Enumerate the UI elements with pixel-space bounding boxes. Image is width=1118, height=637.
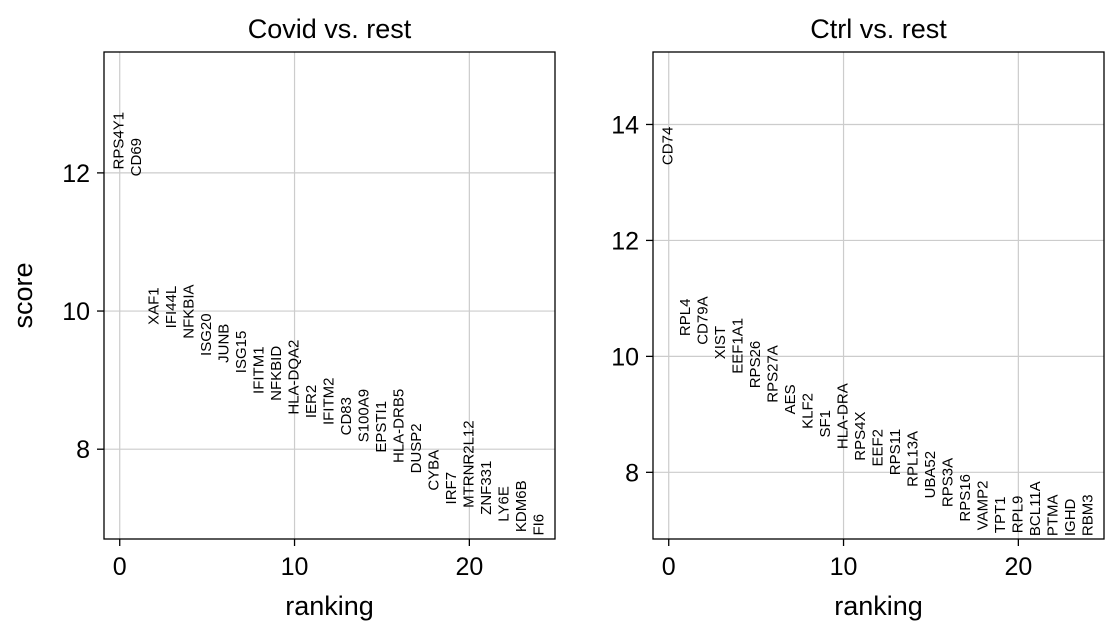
x-axis-label: ranking bbox=[834, 591, 923, 621]
y-axis-label: score bbox=[8, 262, 38, 328]
gene-label: RPS3A bbox=[939, 458, 956, 507]
gene-label: IFITM1 bbox=[251, 346, 268, 394]
gene-label: CD83 bbox=[338, 397, 355, 435]
gene-label: FI6 bbox=[530, 514, 547, 536]
x-tick-label: 0 bbox=[662, 553, 676, 581]
gene-label: RPS26 bbox=[747, 341, 764, 389]
gene-label: HLA-DRB5 bbox=[390, 389, 407, 463]
gene-label: PTMA bbox=[1044, 494, 1061, 536]
gene-label: NFKBID bbox=[268, 346, 285, 401]
gene-label: HLA-DRA bbox=[835, 383, 852, 449]
gene-label: EEF1A1 bbox=[730, 318, 747, 374]
panel-title: Covid vs. rest bbox=[248, 14, 412, 44]
x-tick-label: 10 bbox=[830, 553, 858, 581]
y-tick-label: 8 bbox=[76, 436, 90, 464]
gene-label: CD79A bbox=[695, 296, 712, 344]
gene-label: RPL13A bbox=[904, 431, 921, 487]
gene-label: RPS16 bbox=[957, 474, 974, 522]
gene-label: CD69 bbox=[128, 138, 145, 176]
y-tick-label: 12 bbox=[611, 227, 639, 255]
gene-label: CYBA bbox=[425, 450, 442, 491]
x-tick-label: 20 bbox=[455, 553, 483, 581]
gene-label: RPS4X bbox=[852, 412, 869, 461]
panel-title: Ctrl vs. rest bbox=[810, 14, 947, 44]
panel-covid-vs-rest: Covid vs. rest ranking score RPS4Y1 CD69 X… bbox=[8, 14, 556, 621]
gene-label: TPT1 bbox=[992, 497, 1009, 534]
gene-label: ISG15 bbox=[233, 331, 250, 374]
gene-label: XIST bbox=[712, 326, 729, 359]
gene-label: NFKBIA bbox=[181, 284, 198, 338]
y-tick-label: 10 bbox=[611, 343, 639, 371]
gene-labels: CD74 RPL4 CD79A XIST EEF1A1 RPS26 RPS27A AES KLF… bbox=[660, 127, 1097, 536]
y-tick-label: 14 bbox=[611, 111, 639, 139]
grid bbox=[653, 52, 1104, 539]
gene-label: IFITM2 bbox=[321, 378, 338, 426]
gene-label: XAF1 bbox=[146, 287, 163, 325]
gene-label: LY6E bbox=[495, 486, 512, 522]
y-tick-label: 12 bbox=[62, 160, 90, 188]
gene-label: IFI44L bbox=[163, 286, 180, 329]
gene-label: EEF2 bbox=[870, 429, 887, 467]
gene-label: JUNB bbox=[216, 324, 233, 363]
x-tick-label: 20 bbox=[1004, 553, 1032, 581]
gene-label: VAMP2 bbox=[974, 481, 991, 531]
y-tick-label: 10 bbox=[62, 298, 90, 326]
x-axis-label: ranking bbox=[285, 591, 374, 621]
gene-label: CD74 bbox=[660, 127, 677, 165]
plot-frame bbox=[652, 51, 1105, 540]
gene-label: AES bbox=[782, 384, 799, 414]
gene-label: EPSTI1 bbox=[373, 401, 390, 453]
gene-label: UBA52 bbox=[922, 451, 939, 499]
gene-label: RPL4 bbox=[677, 299, 694, 337]
gene-label: KDM6B bbox=[513, 480, 530, 532]
x-tick-label: 10 bbox=[281, 553, 309, 581]
gene-label: ZNF331 bbox=[478, 461, 495, 515]
axis-ticks: 0 10 20 8 10 12 bbox=[62, 160, 483, 581]
gene-label: S100A9 bbox=[355, 389, 372, 442]
gene-label: RBM3 bbox=[1079, 494, 1096, 536]
plot-frame bbox=[103, 51, 556, 540]
gene-label: SF1 bbox=[817, 410, 834, 438]
gene-label: RPS4Y1 bbox=[111, 112, 128, 170]
gene-label: IER2 bbox=[303, 385, 320, 418]
gene-label: RPS27A bbox=[765, 345, 782, 403]
gene-label: DUSP2 bbox=[408, 423, 425, 473]
gene-label: IRF7 bbox=[443, 472, 460, 505]
x-tick-label: 0 bbox=[113, 553, 127, 581]
gene-label: BCL11A bbox=[1027, 481, 1044, 536]
y-tick-label: 8 bbox=[625, 459, 639, 487]
gene-label: IGHD bbox=[1062, 498, 1079, 536]
axis-ticks: 0 10 20 8 10 12 14 bbox=[611, 111, 1032, 581]
gene-label: HLA-DQA2 bbox=[286, 340, 303, 415]
gene-label: KLF2 bbox=[800, 393, 817, 429]
gene-label: RPS11 bbox=[887, 429, 904, 475]
grid bbox=[104, 52, 555, 539]
gene-label: ISG20 bbox=[198, 313, 215, 356]
gene-label: RPL9 bbox=[1009, 496, 1026, 534]
gene-label: MTRNR2L12 bbox=[460, 420, 477, 508]
gene-labels: RPS4Y1 CD69 XAF1 IFI44L NFKBIA ISG20 JUNB ISG15… bbox=[111, 112, 548, 536]
